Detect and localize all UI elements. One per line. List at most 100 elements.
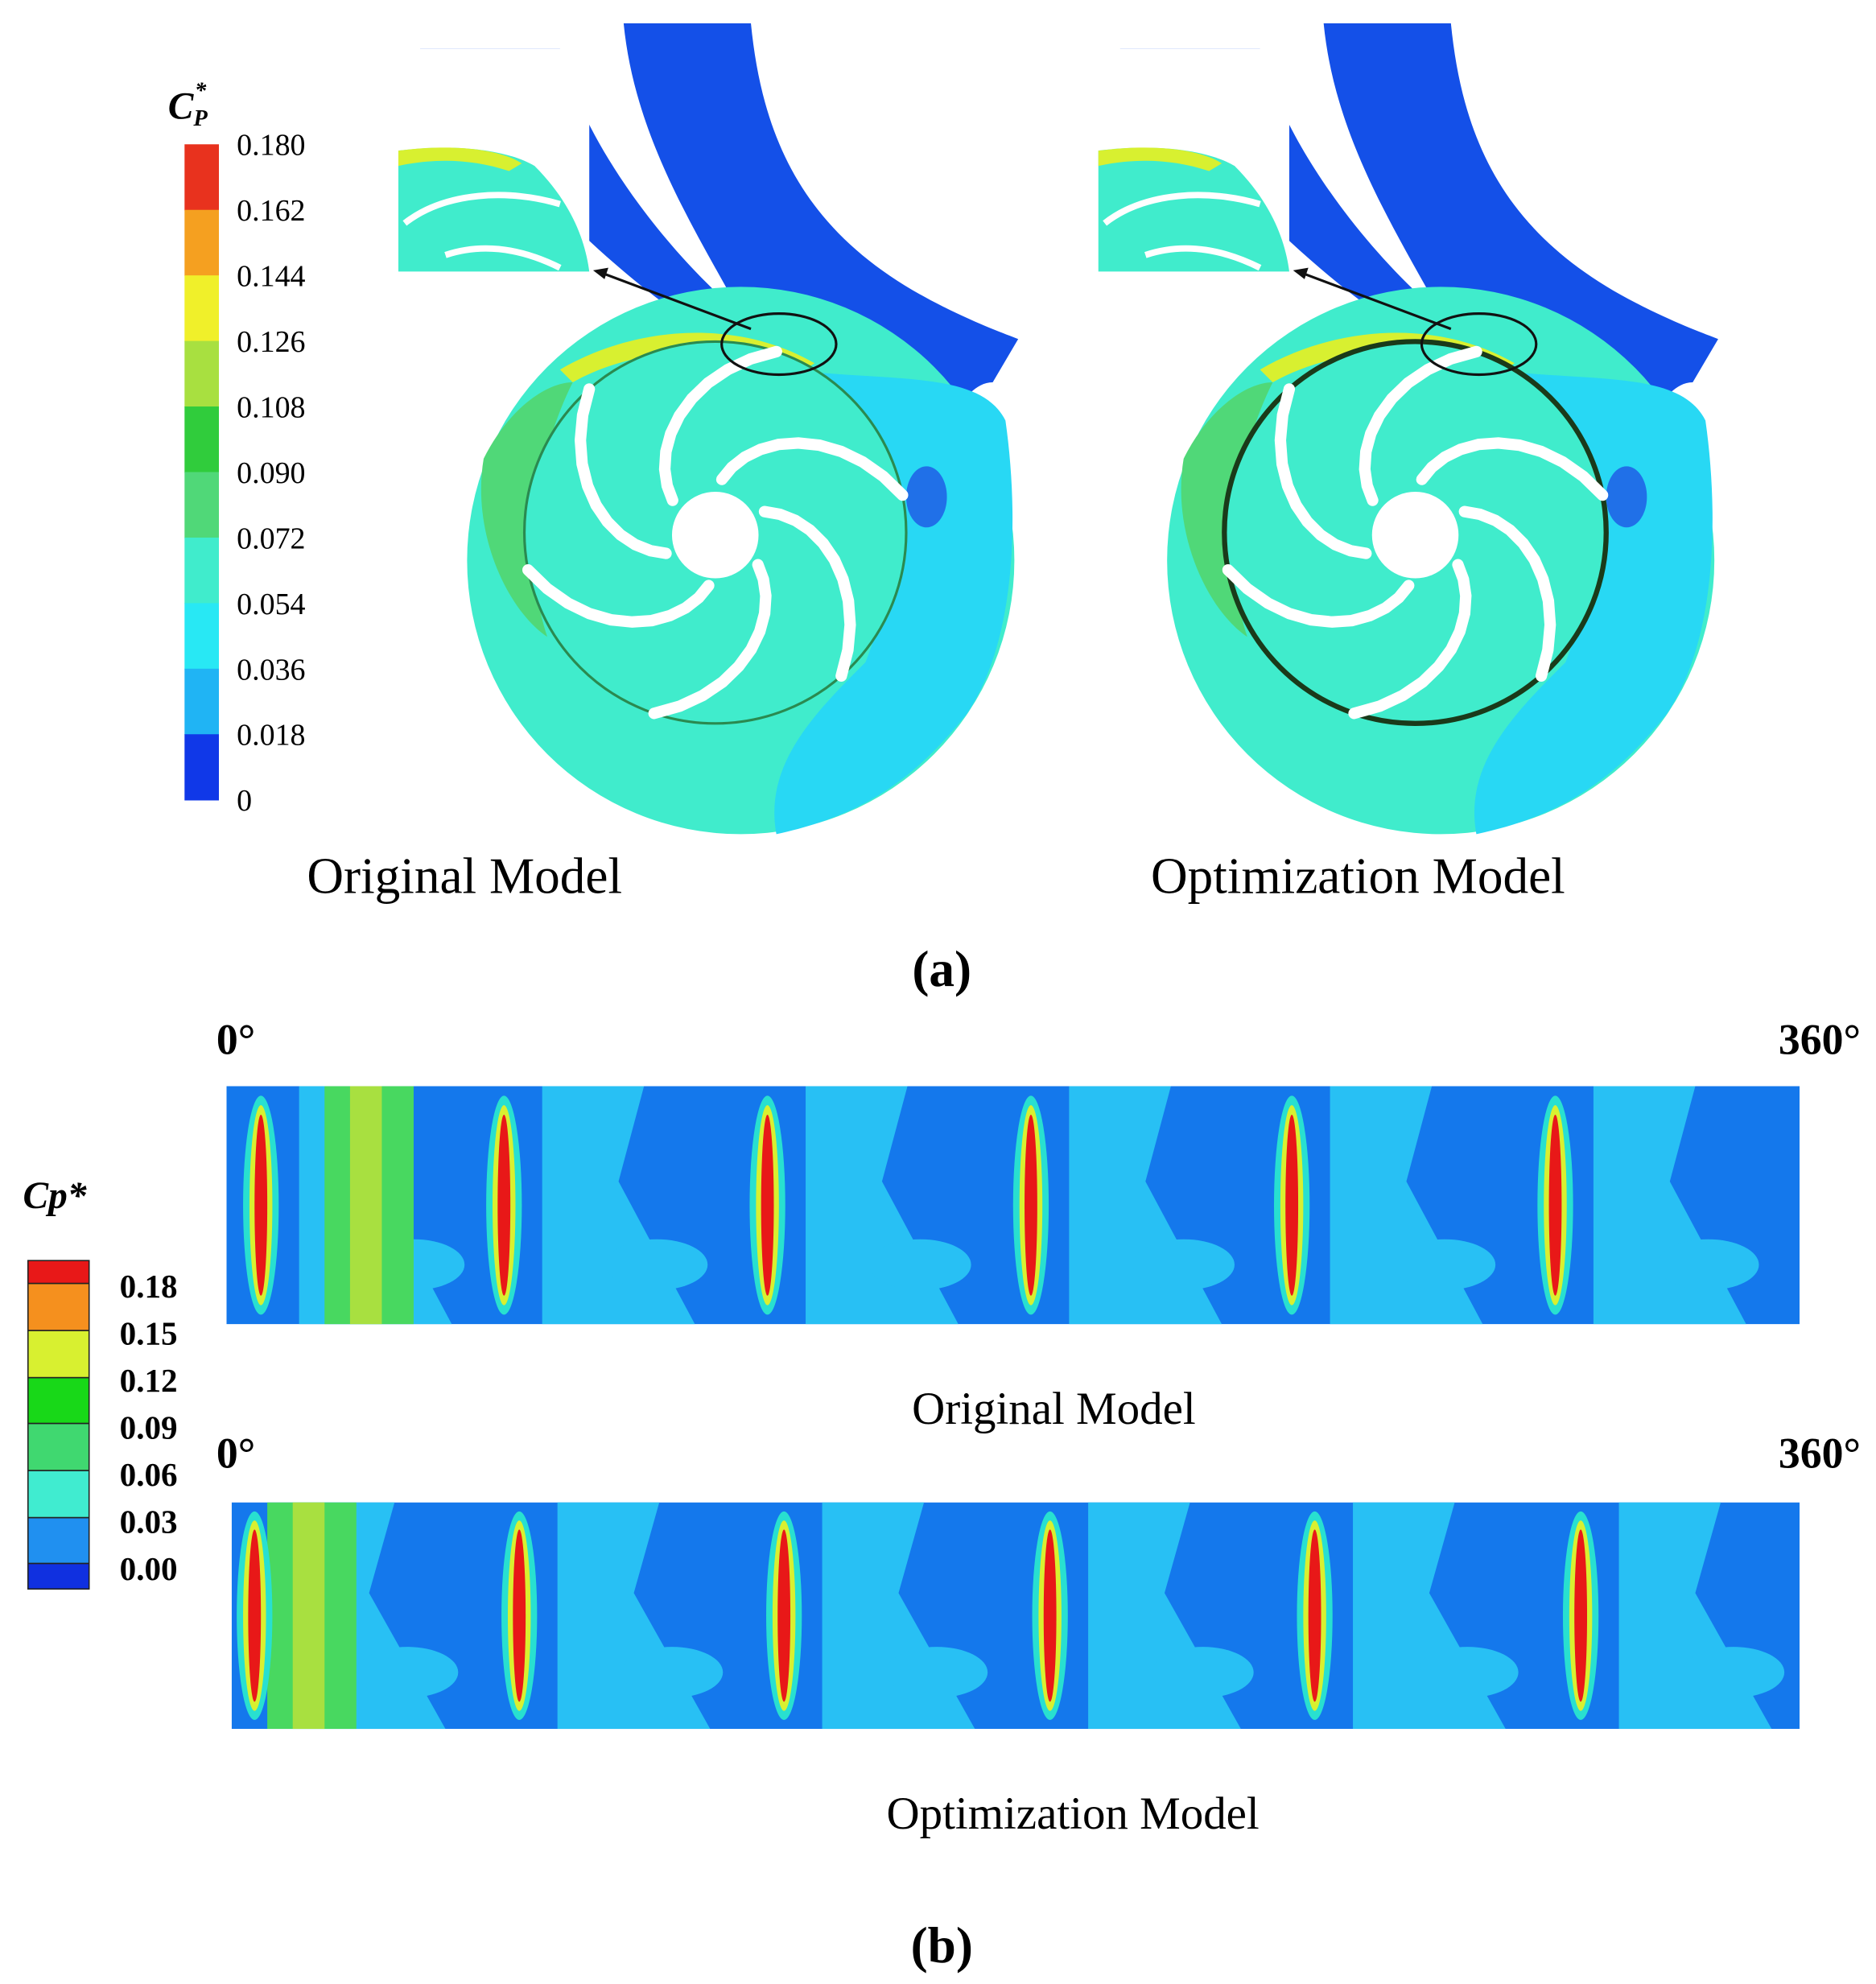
inset-contour bbox=[1098, 147, 1289, 272]
colorbar-label: 0.09 bbox=[120, 1409, 178, 1446]
blade bbox=[1222, 563, 1415, 628]
colorbar-label: 0.18 bbox=[120, 1268, 178, 1305]
low-pocket bbox=[905, 466, 947, 528]
colorbar-band bbox=[27, 1562, 90, 1590]
colorbar-band bbox=[184, 472, 220, 538]
arrow-head bbox=[592, 267, 608, 279]
colorbar-b: 0.18 0.15 0.12 0.09 0.06 0.03 0.00 bbox=[27, 1260, 178, 1590]
streak-core bbox=[254, 1115, 268, 1296]
hub bbox=[1371, 492, 1459, 579]
streak-core bbox=[777, 1529, 791, 1702]
blade bbox=[648, 559, 772, 720]
streak-core bbox=[1285, 1115, 1299, 1296]
inset-contour bbox=[398, 147, 590, 272]
hot-zone bbox=[292, 1502, 325, 1730]
light-zone bbox=[1152, 1647, 1254, 1698]
colorbar-label: 0.144 bbox=[237, 260, 305, 294]
light-zone bbox=[885, 1647, 988, 1698]
colorbar-b-title: Cp* bbox=[23, 1175, 86, 1217]
blade bbox=[522, 563, 715, 628]
streak-core bbox=[1025, 1115, 1037, 1296]
pump-contours bbox=[398, 23, 1718, 835]
arrow-head bbox=[1293, 267, 1309, 279]
zoom-ellipse bbox=[1420, 312, 1538, 377]
inset-blade bbox=[1144, 245, 1262, 271]
angle-end: 360° bbox=[1779, 1016, 1861, 1064]
colorbar-band bbox=[184, 603, 220, 670]
light-zone bbox=[869, 1239, 971, 1290]
blade-strip bbox=[226, 1086, 1800, 1325]
light-zone bbox=[1132, 1239, 1235, 1290]
zoom-arrow bbox=[597, 270, 752, 331]
pump bbox=[398, 23, 1019, 835]
blade bbox=[574, 383, 672, 559]
inset-band bbox=[1098, 147, 1222, 171]
volute-outlet bbox=[1323, 23, 1718, 415]
blade bbox=[658, 345, 782, 506]
angle-end: 360° bbox=[1779, 1429, 1861, 1478]
colorbar-label: 0.00 bbox=[120, 1550, 178, 1587]
strip-bg bbox=[231, 1502, 1800, 1730]
colorbar-a-title: CP * bbox=[168, 78, 208, 131]
colorbar-label: 0.090 bbox=[237, 456, 305, 490]
colorbar-label: 0 bbox=[237, 784, 252, 818]
low-pocket bbox=[1606, 466, 1647, 528]
volute-outlet bbox=[623, 23, 1019, 415]
colorbar-label: 0.15 bbox=[120, 1314, 178, 1351]
blade-strip bbox=[231, 1502, 1800, 1730]
strips bbox=[226, 1086, 1800, 1730]
zoom-arrow bbox=[1297, 270, 1452, 331]
streak-core bbox=[1574, 1529, 1588, 1702]
colorbar-band bbox=[27, 1282, 90, 1331]
title-base: C bbox=[168, 85, 195, 127]
inset-blade bbox=[402, 192, 561, 226]
colorbar-band bbox=[27, 1260, 90, 1285]
panel-label: (a) bbox=[912, 941, 971, 997]
caption: Original Model bbox=[912, 1384, 1196, 1434]
blade bbox=[1458, 505, 1556, 682]
streak-core bbox=[761, 1115, 774, 1296]
inset-band bbox=[398, 147, 522, 171]
light-zone bbox=[1682, 1647, 1785, 1698]
colorbar-label: 0.12 bbox=[120, 1362, 178, 1399]
light-zone bbox=[621, 1647, 724, 1698]
colorbar-label: 0.03 bbox=[120, 1503, 178, 1541]
caption: Optimization Model bbox=[887, 1788, 1260, 1839]
colorbar-label: 0.180 bbox=[237, 129, 305, 163]
angle-start: 0° bbox=[216, 1016, 255, 1064]
inset-blade bbox=[1103, 192, 1261, 226]
light-zone bbox=[1393, 1239, 1496, 1290]
light-zone bbox=[1416, 1647, 1519, 1698]
streak-core bbox=[1548, 1115, 1562, 1296]
colorbar-band bbox=[27, 1470, 90, 1519]
colorbar-band bbox=[184, 537, 220, 604]
streak-core bbox=[497, 1115, 511, 1296]
hub bbox=[671, 492, 759, 579]
colorbar-label: 0.108 bbox=[237, 390, 305, 424]
colorbar-label: 0.126 bbox=[237, 325, 305, 359]
colorbar-band bbox=[184, 668, 220, 736]
zoom-ellipse bbox=[720, 312, 838, 377]
colorbar-label: 0.162 bbox=[237, 194, 305, 228]
title-sup: * bbox=[195, 78, 207, 103]
blade bbox=[1416, 437, 1609, 501]
caption: Optimization Model bbox=[1151, 848, 1565, 904]
light-zone bbox=[356, 1647, 459, 1698]
hot-zone bbox=[349, 1086, 382, 1325]
colorbar-band bbox=[27, 1516, 90, 1565]
colorbar-band bbox=[184, 340, 220, 407]
colorbar-band bbox=[184, 734, 220, 801]
blade bbox=[1348, 559, 1472, 720]
colorbar-band bbox=[184, 406, 220, 473]
streak-core bbox=[1043, 1529, 1057, 1702]
caption: Original Model bbox=[307, 848, 622, 904]
pump bbox=[1098, 23, 1718, 835]
streak-core bbox=[248, 1529, 262, 1702]
colorbar-a: 0.180 0.162 0.144 0.126 0.108 0.090 0.072 0.054… bbox=[184, 129, 306, 818]
blade bbox=[715, 437, 909, 501]
colorbar-band bbox=[184, 144, 220, 211]
colorbar-band bbox=[27, 1376, 90, 1425]
panel-label: (b) bbox=[911, 1917, 973, 1974]
inset-blade bbox=[444, 245, 562, 271]
